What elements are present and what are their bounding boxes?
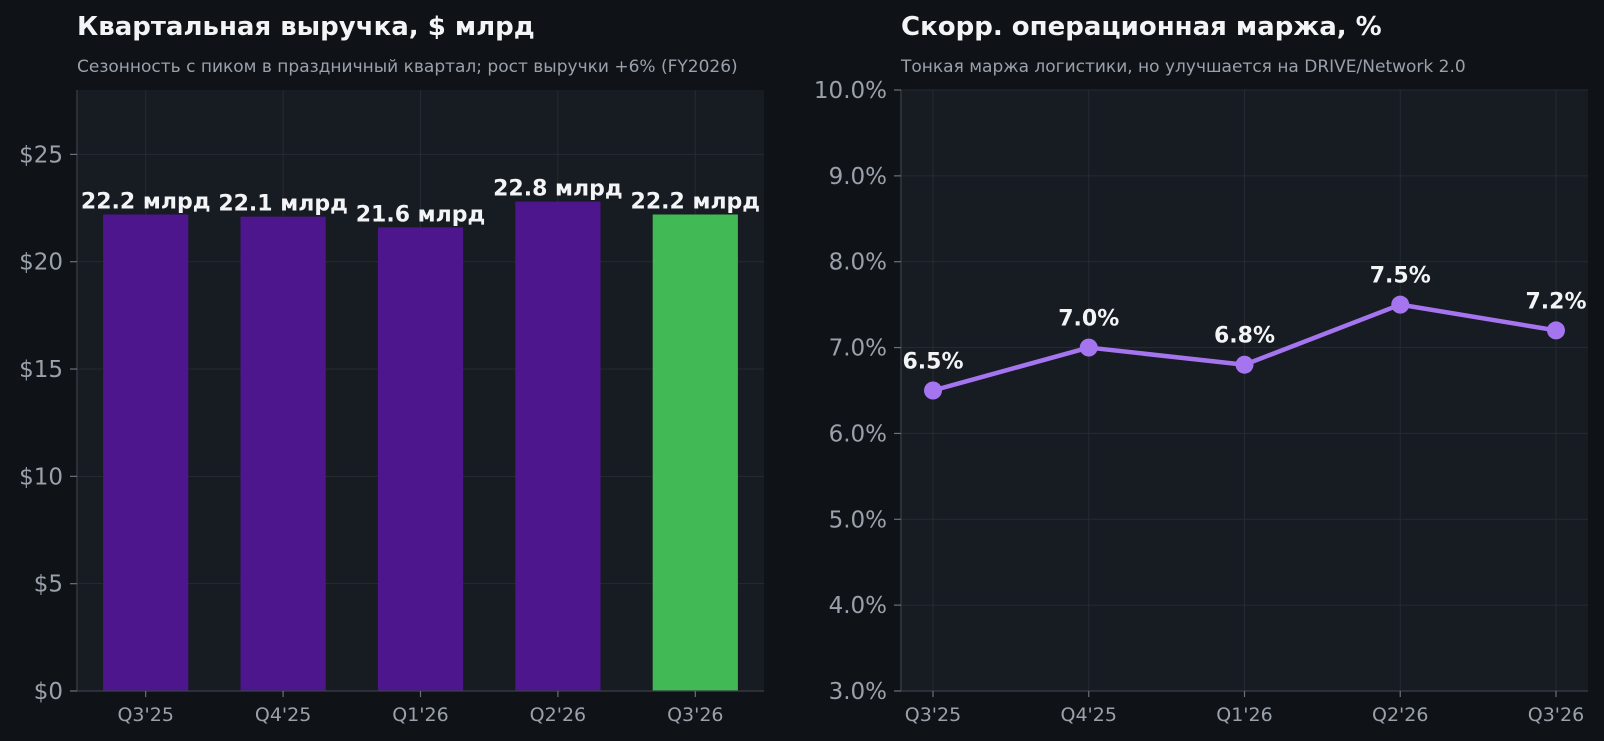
margin-y-tick-label-7: 10.0% xyxy=(814,78,887,104)
margin-data-label-1: 7.0% xyxy=(1058,307,1119,332)
margin-y-tick-label-2: 5.0% xyxy=(829,507,887,533)
revenue-data-label-4: 22.2 млрд xyxy=(631,189,761,214)
revenue-data-label-1: 22.1 млрд xyxy=(218,192,348,217)
margin-y-tick-label-6: 9.0% xyxy=(829,164,887,190)
revenue-chart-subtitle: Сезонность с пиком в праздничный квартал… xyxy=(77,57,738,77)
revenue-y-tick-label-3: $15 xyxy=(19,357,63,383)
margin-y-tick-label-5: 8.0% xyxy=(829,250,887,276)
margin-chart-title: Скорр. операционная маржа, % xyxy=(901,12,1382,42)
revenue-y-axis: $0 $5 $10 $15 $20 $25 xyxy=(19,142,77,705)
margin-y-tick-label-0: 3.0% xyxy=(829,679,887,705)
margin-point-4 xyxy=(1547,321,1565,340)
revenue-y-tick-label-2: $10 xyxy=(19,464,63,490)
revenue-data-label-2: 21.6 млрд xyxy=(356,202,486,227)
margin-x-tick-label-0: Q3'25 xyxy=(905,704,961,726)
revenue-data-labels: 22.2 млрд 22.1 млрд 21.6 млрд 22.8 млрд 22.2… xyxy=(81,177,760,228)
revenue-bar-chart: Квартальная выручка, $ млрд Сезонность с… xyxy=(19,12,764,726)
margin-y-tick-label-3: 6.0% xyxy=(829,421,887,447)
margin-point-3 xyxy=(1391,295,1410,314)
revenue-x-axis: Q3'25 Q4'25 Q1'26 Q2'26 Q3'26 xyxy=(117,691,724,726)
revenue-x-tick-label-2: Q1'26 xyxy=(392,704,448,726)
margin-y-axis: 3.0% 4.0% 5.0% 6.0% 7.0% 8.0% 9.0% 10.0% xyxy=(814,78,901,705)
revenue-bar-0 xyxy=(103,214,189,691)
margin-point-1 xyxy=(1079,338,1098,357)
margin-data-label-4: 7.2% xyxy=(1525,289,1586,314)
revenue-data-label-0: 22.2 млрд xyxy=(81,189,211,214)
margin-line-chart: Скорр. операционная маржа, % Тонкая марж… xyxy=(814,12,1588,726)
margin-data-labels: 6.5% 7.0% 6.8% 7.5% 7.2% xyxy=(902,264,1586,375)
revenue-y-tick-label-0: $0 xyxy=(34,679,63,705)
margin-data-label-3: 7.5% xyxy=(1370,264,1431,289)
revenue-bar-4 xyxy=(652,214,738,691)
margin-data-label-0: 6.5% xyxy=(902,350,963,375)
revenue-x-tick-label-0: Q3'25 xyxy=(117,704,173,726)
revenue-bar-2 xyxy=(377,227,464,691)
margin-x-tick-label-3: Q2'26 xyxy=(1372,704,1428,726)
revenue-data-label-3: 22.8 млрд xyxy=(493,177,623,202)
margin-point-0 xyxy=(924,381,942,400)
revenue-chart-title: Квартальная выручка, $ млрд xyxy=(77,12,535,42)
revenue-y-tick-label-5: $25 xyxy=(19,142,63,168)
margin-point-2 xyxy=(1235,355,1254,374)
revenue-x-tick-label-3: Q2'26 xyxy=(530,704,586,726)
revenue-y-tick-label-1: $5 xyxy=(34,572,63,598)
revenue-x-tick-label-1: Q4'25 xyxy=(255,704,311,726)
margin-data-label-2: 6.8% xyxy=(1214,324,1275,349)
revenue-bar-1 xyxy=(240,216,326,691)
margin-x-axis: Q3'25 Q4'25 Q1'26 Q2'26 Q3'26 xyxy=(905,691,1584,726)
revenue-y-tick-label-4: $20 xyxy=(19,250,63,276)
margin-x-tick-label-4: Q3'26 xyxy=(1528,704,1584,726)
margin-chart-subtitle: Тонкая маржа логистики, но улучшается на… xyxy=(900,57,1466,77)
revenue-x-tick-label-4: Q3'26 xyxy=(667,704,723,726)
margin-x-tick-label-2: Q1'26 xyxy=(1216,704,1272,726)
margin-y-tick-label-4: 7.0% xyxy=(829,336,887,362)
revenue-bar-3 xyxy=(515,201,601,691)
margin-x-tick-label-1: Q4'25 xyxy=(1061,704,1117,726)
margin-series xyxy=(900,90,1588,692)
margin-y-tick-label-1: 4.0% xyxy=(829,593,887,619)
revenue-bars xyxy=(76,90,764,692)
